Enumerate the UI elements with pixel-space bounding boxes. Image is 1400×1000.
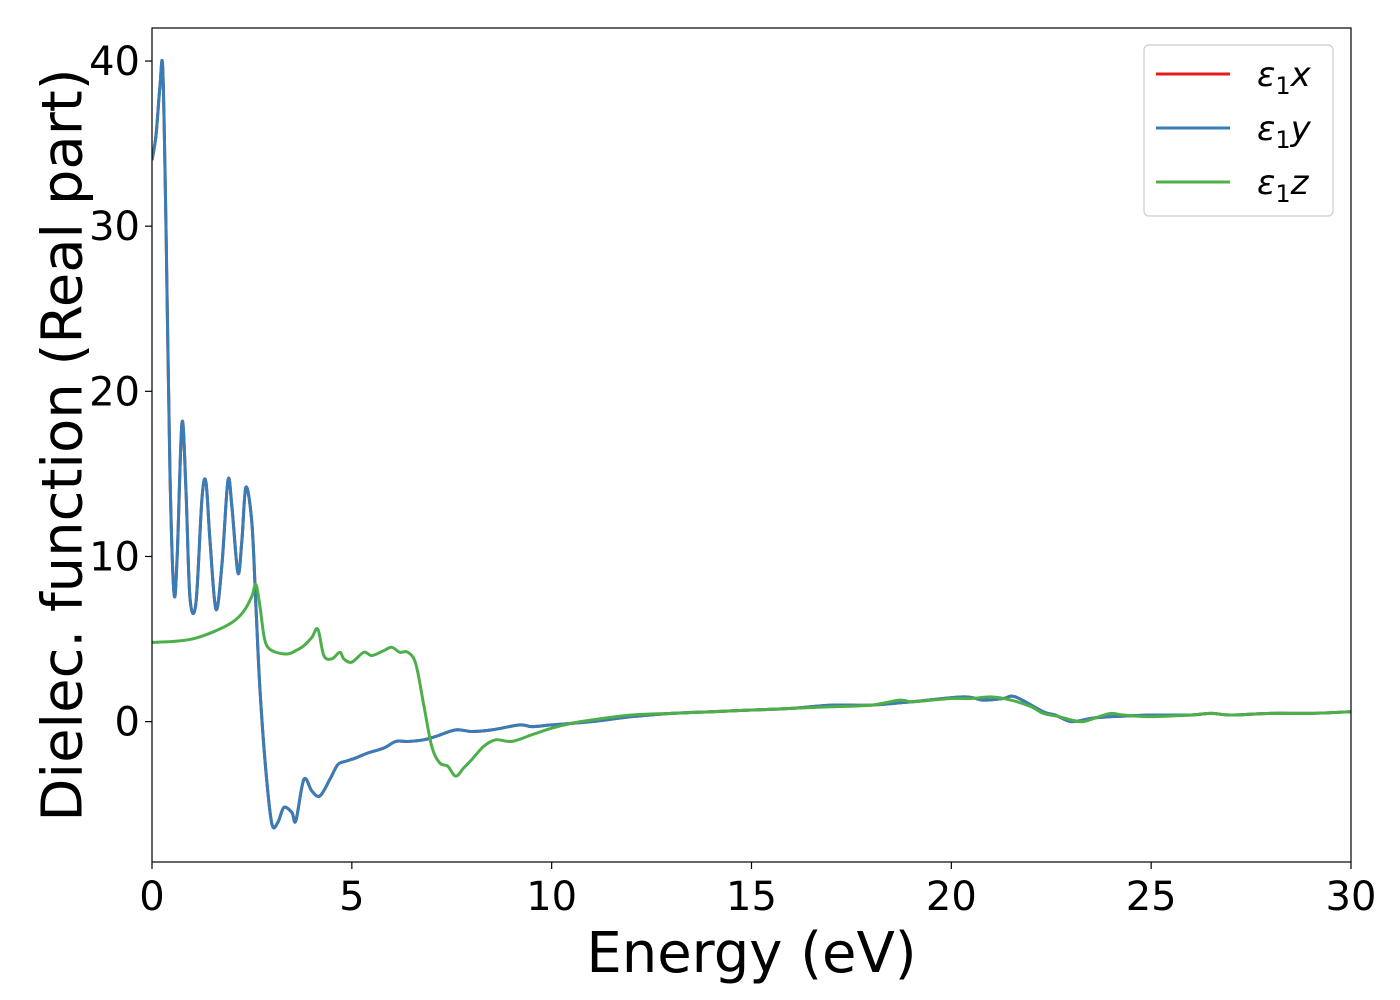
legend-subscript: 1: [1275, 180, 1290, 208]
legend-symbol: ε: [1257, 55, 1275, 95]
x-tick-label: 20: [926, 874, 977, 920]
legend-component: z: [1290, 163, 1310, 203]
legend-symbol: ε: [1257, 109, 1275, 149]
y-tick-label: 20: [89, 369, 140, 415]
y-tick-label: 0: [115, 700, 140, 746]
legend-box: [1143, 44, 1334, 217]
legend-component: x: [1290, 55, 1312, 95]
x-tick-label: 5: [339, 874, 364, 920]
x-tick-label: 30: [1326, 874, 1377, 920]
x-axis-label: Energy (eV): [586, 921, 916, 986]
x-axis-ticks: 0 5 10 15 20 25 30: [139, 862, 1376, 920]
y-tick-label: 40: [89, 39, 140, 85]
x-tick-label: 0: [139, 874, 164, 920]
legend-subscript: 1: [1275, 72, 1290, 100]
legend-label-y: ε1y: [1257, 109, 1312, 154]
y-axis-label: Dielec. function (Real part): [31, 68, 96, 821]
legend-label-x: ε1x: [1257, 55, 1312, 100]
x-tick-label: 25: [1126, 874, 1177, 920]
y-tick-label: 10: [89, 534, 140, 580]
y-tick-label: 30: [89, 204, 140, 250]
y-axis-ticks: 0 10 20 30 40: [89, 39, 152, 746]
series-line-z: [152, 582, 1351, 778]
legend-symbol: ε: [1257, 163, 1275, 203]
x-tick-label: 15: [726, 874, 777, 920]
series-layer: [152, 58, 1351, 830]
x-tick-label: 10: [526, 874, 577, 920]
legend-label-z: ε1z: [1257, 163, 1310, 208]
legend-subscript: 1: [1275, 126, 1290, 154]
legend-component: y: [1290, 109, 1312, 149]
